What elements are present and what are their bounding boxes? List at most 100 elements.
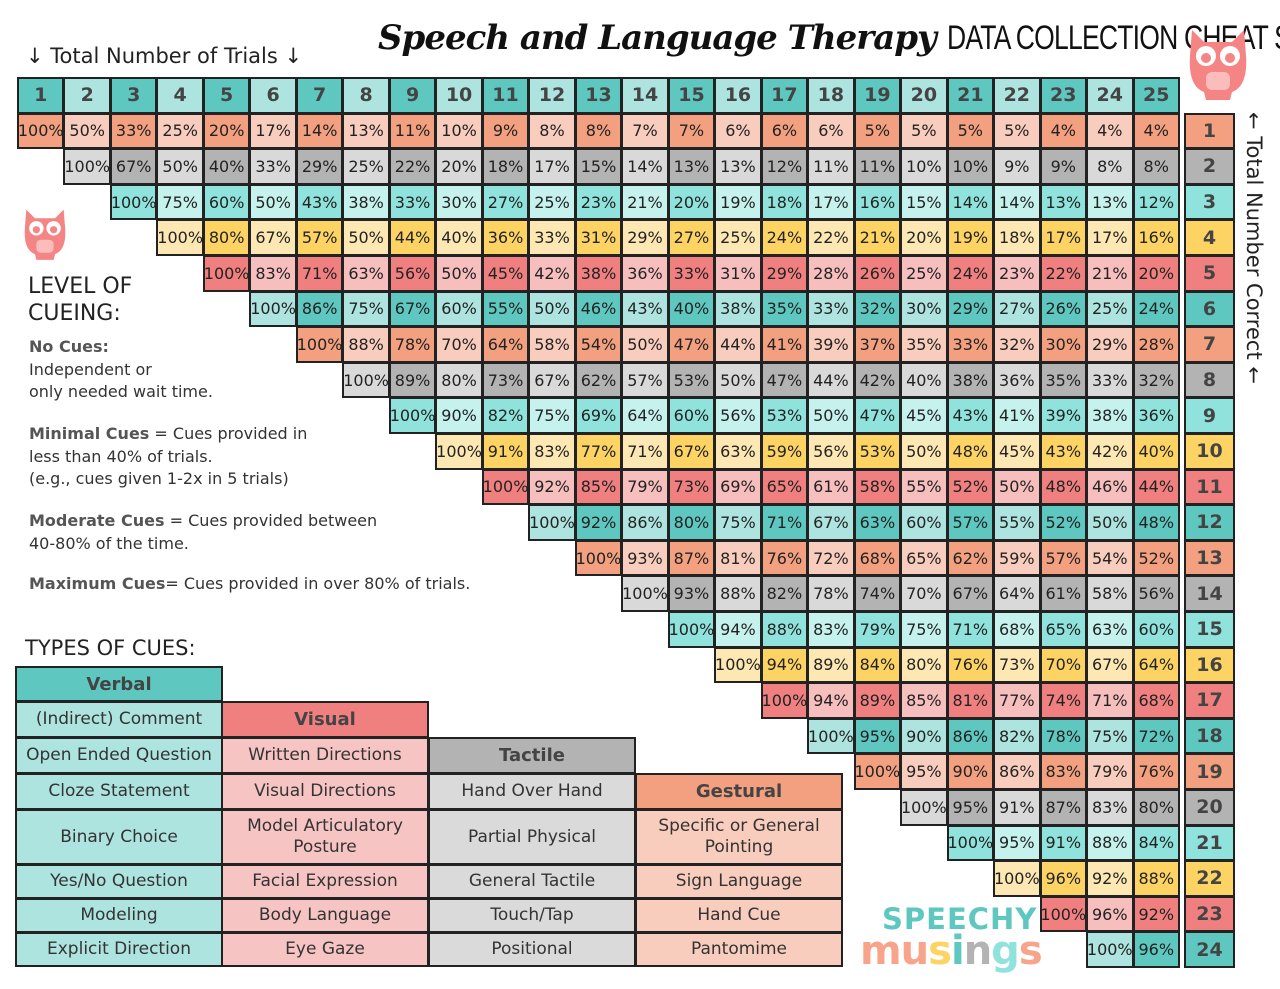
percentage-cell: 9% <box>993 148 1041 185</box>
percentage-cell: 6% <box>760 112 809 150</box>
percentage-cell: 23% <box>574 183 623 221</box>
percentage-cell: 4% <box>1039 112 1088 150</box>
cue-category-header: Visual <box>221 701 429 738</box>
percentage-cell: 63% <box>714 433 762 470</box>
correct-count-cell: 5 <box>1184 255 1235 292</box>
definition-line: = Cues provided in over 80% of trials. <box>165 574 471 593</box>
logo-line2: musings <box>860 931 1043 971</box>
percentage-cell: 78% <box>1039 717 1088 755</box>
percentage-cell: 64% <box>993 575 1041 612</box>
percentage-cell: 63% <box>342 255 390 292</box>
percentage-cell: 100% <box>481 468 530 506</box>
percentage-cell: 20% <box>202 112 251 150</box>
percentage-cell: 24% <box>760 219 809 256</box>
definition-line: = Cues provided in <box>149 424 308 443</box>
percentage-cell: 18% <box>481 148 530 185</box>
percentage-cell: 42% <box>1086 433 1134 470</box>
maximum-cues-definition: Maximum Cues= Cues provided in over 80% … <box>29 573 470 596</box>
term: Moderate Cues <box>29 511 165 530</box>
correct-count-cell: 11 <box>1184 468 1235 506</box>
percentage-cell: 70% <box>900 575 948 612</box>
logo-letter: s <box>1018 928 1043 974</box>
percentage-cell: 94% <box>760 646 809 684</box>
percentage-cell: 20% <box>667 183 716 221</box>
definition-line: only needed wait time. <box>29 382 213 401</box>
percentage-cell: 27% <box>481 183 530 221</box>
cue-type-cell: Positional <box>428 932 636 967</box>
definition-line: less than 40% of trials. <box>29 446 213 466</box>
percentage-cell: 67% <box>1086 646 1134 684</box>
percentage-cell: 77% <box>574 433 623 470</box>
percentage-cell: 52% <box>1132 539 1180 577</box>
percentage-cell: 58% <box>528 326 576 363</box>
percentage-cell: 81% <box>714 539 762 577</box>
percentage-cell: 50% <box>63 112 111 150</box>
percentage-cell: 86% <box>295 290 344 328</box>
percentage-cell: 45% <box>481 255 530 292</box>
percentage-cell: 60% <box>900 504 948 541</box>
percentage-cell: 69% <box>574 397 623 434</box>
percentage-cell: 95% <box>993 824 1041 862</box>
percentage-cell: 67% <box>807 504 855 541</box>
percentage-cell: 80% <box>900 646 948 684</box>
percentage-cell: 75% <box>1086 717 1134 755</box>
trials-header-cell: 11 <box>481 77 530 114</box>
percentage-cell: 87% <box>667 539 716 577</box>
percentage-cell: 52% <box>946 468 995 506</box>
percentage-cell: 90% <box>946 753 995 790</box>
percentage-cell: 79% <box>621 468 669 506</box>
percentage-cell: 7% <box>667 112 716 150</box>
percentage-cell: 80% <box>435 361 483 399</box>
percentage-cell: 21% <box>1086 255 1134 292</box>
percentage-cell: 16% <box>1132 219 1180 256</box>
percentage-cell: 93% <box>667 575 716 612</box>
trials-header-cell: 25 <box>1132 77 1180 114</box>
percentage-cell: 75% <box>900 611 948 648</box>
percentage-cell: 78% <box>807 575 855 612</box>
trials-header-cell: 14 <box>621 77 669 114</box>
percentage-cell: 89% <box>807 646 855 684</box>
percentage-cell: 55% <box>993 504 1041 541</box>
percentage-cell: 65% <box>760 468 809 506</box>
percentage-cell: 100% <box>388 397 437 434</box>
trials-header-cell: 21 <box>946 77 995 114</box>
percentage-cell: 100% <box>946 824 995 862</box>
percentage-cell: 31% <box>714 255 762 292</box>
percentage-cell: 80% <box>1132 789 1180 826</box>
percentage-cell: 17% <box>249 112 297 150</box>
percentage-cell: 67% <box>388 290 437 328</box>
percentage-cell: 5% <box>993 112 1041 150</box>
percentage-cell: 100% <box>528 504 576 541</box>
percentage-cell: 74% <box>1039 682 1088 719</box>
cue-type-cell: Cloze Statement <box>15 773 223 810</box>
percentage-cell: 63% <box>853 504 902 541</box>
percentage-cell: 33% <box>109 112 158 150</box>
percentage-cell: 40% <box>1132 433 1180 470</box>
percentage-cell: 68% <box>853 539 902 577</box>
percentage-cell: 100% <box>993 860 1041 897</box>
percentage-cell: 50% <box>807 397 855 434</box>
percentage-cell: 58% <box>1086 575 1134 612</box>
percentage-cell: 43% <box>1039 433 1088 470</box>
percentage-cell: 45% <box>993 433 1041 470</box>
percentage-cell: 89% <box>853 682 902 719</box>
correct-count-cell: 1 <box>1184 112 1235 150</box>
percentage-cell: 26% <box>853 255 902 292</box>
cue-type-cell: General Tactile <box>428 864 636 899</box>
percentage-cell: 25% <box>1086 290 1134 328</box>
types-of-cues-heading: TYPES OF CUES: <box>25 636 196 660</box>
logo-letter: i <box>950 928 965 974</box>
percentage-cell: 20% <box>1132 255 1180 292</box>
percentage-cell: 27% <box>993 290 1041 328</box>
percentage-cell: 72% <box>1132 717 1180 755</box>
correct-count-cell: 7 <box>1184 326 1235 363</box>
correct-count-cell: 24 <box>1184 931 1235 968</box>
percentage-cell: 29% <box>621 219 669 256</box>
percentage-cell: 33% <box>388 183 437 221</box>
percentage-cell: 44% <box>807 361 855 399</box>
percentage-cell: 100% <box>435 433 483 470</box>
cue-type-cell: Open Ended Question <box>15 737 223 774</box>
percentage-cell: 50% <box>714 361 762 399</box>
cue-type-cell: Written Directions <box>221 737 429 774</box>
percentage-cell: 22% <box>388 148 437 185</box>
